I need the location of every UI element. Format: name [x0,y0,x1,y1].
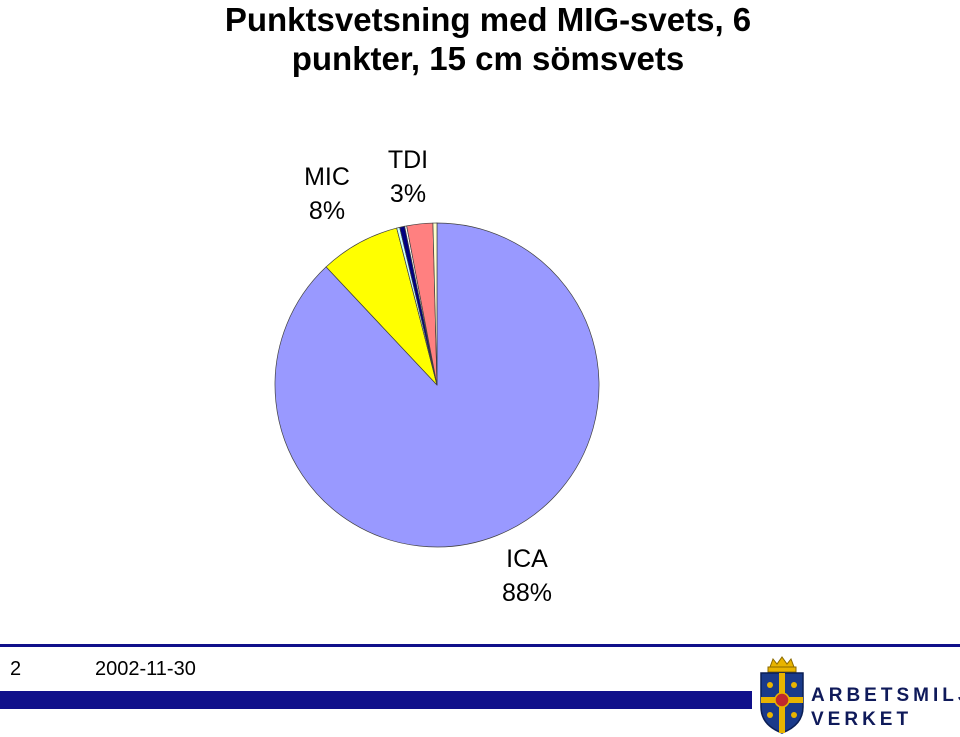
slide-title: Punktsvetsning med MIG-svets, 6 punkter,… [224,1,752,77]
data-label-tdi: TDI 3% [388,146,428,208]
coat-of-arms-icon [760,656,804,734]
footer-rule [0,644,960,647]
arbetsmiljoverket-logo: ARBETSMILJÖ VERKET [756,655,960,737]
logo-text-line1: ARBETSMILJÖ [811,685,960,706]
pie-slice-6 [432,222,438,386]
pie-chart: ICA 88% MIC 8% TDI 3% [274,146,600,607]
data-label-mic: MIC 8% [304,163,350,225]
slide-date: 2002-11-30 [95,658,196,680]
slide-number: 2 [10,658,22,680]
footer-bar [0,691,752,709]
data-label-ica: ICA 88% [502,545,552,607]
logo-text-line2: VERKET [811,709,913,730]
